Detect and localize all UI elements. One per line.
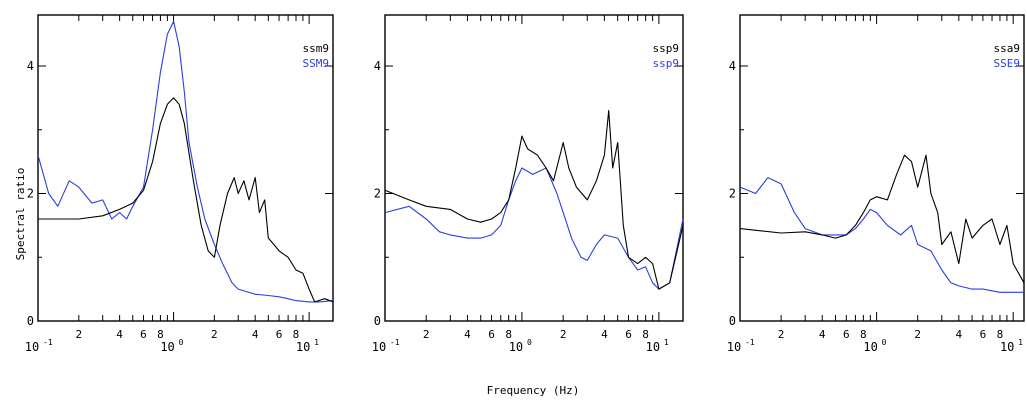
- y-tick-label: 2: [27, 187, 34, 201]
- x-tick-label-exponent: 0: [527, 338, 532, 347]
- legend-entry: SSM9: [303, 57, 330, 70]
- x-tick-label-exponent: -1: [390, 338, 400, 347]
- x-tick-label: 8: [642, 328, 649, 341]
- y-tick-label: 4: [27, 59, 34, 73]
- series-line-ssm9-2: [37, 20, 334, 303]
- x-tick-label: 10: [727, 340, 741, 354]
- series-line-ssp9-1: [384, 110, 684, 290]
- y-tick-label: 2: [374, 187, 381, 201]
- y-tick-label: 4: [374, 59, 381, 73]
- x-tick-label: 2: [75, 328, 82, 341]
- legend-entry: ssp9: [653, 42, 680, 55]
- x-tick-label: 2: [778, 328, 785, 341]
- x-tick-label: 10: [646, 340, 660, 354]
- x-tick-label-exponent: -1: [43, 338, 53, 347]
- x-tick-label: 10: [372, 340, 386, 354]
- x-tick-label: 8: [860, 328, 867, 341]
- plot-frame: [37, 14, 334, 322]
- x-tick-label: 6: [843, 328, 850, 341]
- x-tick-label: 10: [25, 340, 39, 354]
- x-tick-label: 6: [140, 328, 147, 341]
- legend-entry: ssp9: [653, 57, 680, 70]
- legend-entry: ssm9: [303, 42, 330, 55]
- x-tick-label: 4: [819, 328, 826, 341]
- x-tick-label-exponent: 0: [179, 338, 184, 347]
- series-line-ssm9-1: [38, 97, 334, 303]
- y-tick-label: 0: [374, 314, 381, 328]
- x-tick-label-exponent: 1: [664, 338, 669, 347]
- y-axis-title: Spectral ratio: [14, 168, 27, 261]
- x-axis-title: Frequency (Hz): [487, 384, 580, 397]
- x-tick-label: 8: [505, 328, 512, 341]
- y-tick-label: 0: [729, 314, 736, 328]
- y-tick-label: 0: [27, 314, 34, 328]
- x-tick-label: 2: [423, 328, 430, 341]
- x-tick-label: 4: [464, 328, 471, 341]
- x-tick-label: 8: [293, 328, 300, 341]
- x-tick-label: 10: [1000, 340, 1014, 354]
- x-tick-label: 8: [997, 328, 1004, 341]
- plot-frame: [384, 14, 684, 322]
- legend-entry: SSE9: [994, 57, 1021, 70]
- y-tick-label: 2: [729, 187, 736, 201]
- x-tick-label: 6: [980, 328, 987, 341]
- x-tick-label: 6: [488, 328, 495, 341]
- x-tick-label: 10: [509, 340, 523, 354]
- series-line-ssa9-1: [739, 154, 1025, 284]
- x-tick-label: 6: [276, 328, 283, 341]
- y-tick-label: 4: [729, 59, 736, 73]
- x-tick-label-exponent: -1: [745, 338, 755, 347]
- x-tick-label: 10: [863, 340, 877, 354]
- series-line-sse9-2: [739, 177, 1024, 293]
- x-tick-label: 10: [296, 340, 310, 354]
- plot-frame: [739, 14, 1025, 322]
- series-line-ssp9-2: [384, 167, 684, 290]
- x-tick-label-exponent: 1: [314, 338, 319, 347]
- x-tick-label: 4: [956, 328, 963, 341]
- x-tick-label: 6: [625, 328, 632, 341]
- x-tick-label: 2: [560, 328, 567, 341]
- x-tick-label: 10: [160, 340, 174, 354]
- x-tick-label: 4: [601, 328, 608, 341]
- x-tick-label: 8: [157, 328, 164, 341]
- x-tick-label: 2: [914, 328, 921, 341]
- x-tick-label: 4: [116, 328, 123, 341]
- x-tick-label-exponent: 1: [1018, 338, 1023, 347]
- x-tick-label: 4: [252, 328, 259, 341]
- x-tick-label: 2: [211, 328, 218, 341]
- x-tick-label-exponent: 0: [882, 338, 887, 347]
- legend-entry: ssa9: [994, 42, 1021, 55]
